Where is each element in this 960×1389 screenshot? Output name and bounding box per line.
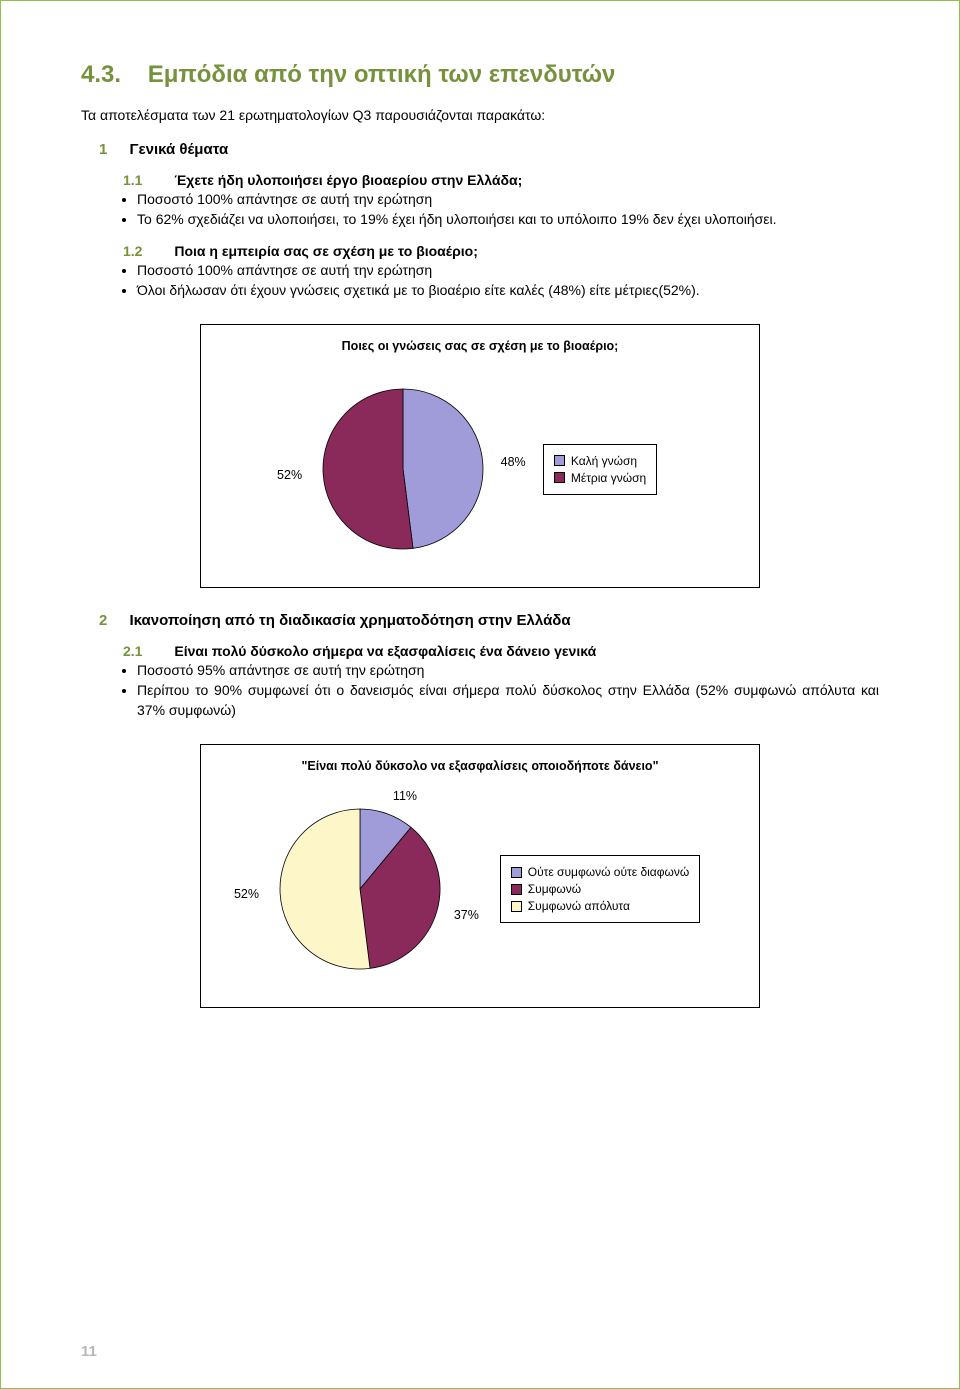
block-1-title: Γενικά θέματα (130, 141, 229, 158)
pie-svg (260, 789, 460, 989)
q1-2-heading: 1.2 Ποια η εμπειρία σας σε σχέση με το β… (123, 243, 879, 259)
q1-1-bullets: Ποσοστό 100% απάντησε σε αυτή την ερώτησ… (137, 190, 879, 229)
q1-1-title: Έχετε ήδη υλοποιήσει έργο βιοαερίου στην… (174, 172, 522, 188)
page: 4.3. Εμπόδια από την οπτική των επενδυτώ… (0, 0, 960, 1389)
chart-2-pie: 11%37%52% (260, 789, 460, 989)
chart-2-legend: Ούτε συμφωνώ ούτε διαφωνώ Συμφωνώ Συμφωνώ … (500, 855, 701, 923)
block-1-idx: 1 (99, 141, 107, 158)
q1-1-idx: 1.1 (123, 172, 142, 188)
page-number: 11 (81, 1343, 97, 1360)
q1-1-heading: 1.1 Έχετε ήδη υλοποιήσει έργο βιοαερίου … (123, 172, 879, 188)
chart-1: Ποιες οι γνώσεις σας σε σχέση με το βιοα… (200, 324, 760, 588)
chart-1-title: Ποιες οι γνώσεις σας σε σχέση με το βιοα… (219, 339, 741, 353)
intro-text: Τα αποτελέσματα των 21 ερωτηματολογίων Q… (81, 107, 879, 123)
chart-1-pie: 48%52% (303, 369, 503, 569)
legend-item: Καλή γνώση (554, 454, 646, 468)
chart-2-row: 11%37%52% Ούτε συμφωνώ ούτε διαφωνώΣυμφω… (219, 789, 741, 989)
section-heading: 4.3. Εμπόδια από την οπτική των επενδυτώ… (81, 61, 879, 89)
q2-1-idx: 2.1 (123, 643, 142, 659)
block-1-heading: 1 Γενικά θέματα (99, 141, 879, 158)
pie-data-label: 48% (501, 455, 526, 469)
list-item: Ποσοστό 100% απάντησε σε αυτή την ερώτησ… (137, 190, 879, 210)
chart-2: "Είναι πολύ δύκσολο να εξασφαλίσεις οποι… (200, 744, 760, 1008)
pie-data-label: 52% (234, 887, 259, 901)
block-2-heading: 2 Ικανοποίηση από τη διαδικασία χρηματοδ… (99, 612, 879, 629)
legend-label: Συμφωνώ απόλυτα (528, 899, 630, 913)
q2-1-title: Είναι πολύ δύσκολο σήμερα να εξασφαλίσει… (174, 643, 596, 659)
chart-1-legend: Καλή γνώση Μέτρια γνώση (543, 444, 657, 495)
chart-2-title: "Είναι πολύ δύκσολο να εξασφαλίσεις οποι… (219, 759, 741, 773)
chart-1-row: 48%52% Καλή γνώσηΜέτρια γνώση (219, 369, 741, 569)
legend-swatch (511, 884, 522, 895)
legend-label: Καλή γνώση (571, 454, 637, 468)
q2-1-bullets: Ποσοστό 95% απάντησε σε αυτή την ερώτηση… (137, 661, 879, 720)
block-2: 2 Ικανοποίηση από τη διαδικασία χρηματοδ… (99, 612, 879, 720)
pie-slice (403, 389, 483, 548)
list-item: Ποσοστό 100% απάντησε σε αυτή την ερώτησ… (137, 261, 879, 281)
legend-swatch (511, 867, 522, 878)
pie-slice (280, 809, 370, 969)
legend-swatch (554, 455, 565, 466)
pie-svg (303, 369, 503, 569)
section-title: Εμπόδια από την οπτική των επενδυτών (148, 61, 616, 88)
legend-label: Συμφωνώ (528, 882, 581, 896)
block-2-idx: 2 (99, 612, 107, 629)
list-item: Ποσοστό 95% απάντησε σε αυτή την ερώτηση (137, 661, 879, 681)
legend-item: Μέτρια γνώση (554, 471, 646, 485)
list-item: Το 62% σχεδιάζει να υλοποιήσει, το 19% έ… (137, 210, 879, 230)
pie-data-label: 52% (277, 468, 302, 482)
legend-item: Συμφωνώ (511, 882, 690, 896)
pie-data-label: 11% (393, 789, 417, 803)
q2-1-heading: 2.1 Είναι πολύ δύσκολο σήμερα να εξασφαλ… (123, 643, 879, 659)
pie-data-label: 37% (454, 908, 479, 922)
block-2-title: Ικανοποίηση από τη διαδικασία χρηματοδότ… (130, 612, 571, 629)
legend-item: Ούτε συμφωνώ ούτε διαφωνώ (511, 865, 690, 879)
legend-item: Συμφωνώ απόλυτα (511, 899, 690, 913)
legend-swatch (554, 472, 565, 483)
block-1: 1 Γενικά θέματα 1.1 Έχετε ήδη υλοποιήσει… (99, 141, 879, 300)
pie-slice (323, 389, 413, 549)
legend-swatch (511, 901, 522, 912)
q1-2-title: Ποια η εμπειρία σας σε σχέση με το βιοαέ… (174, 243, 478, 259)
q1-2-idx: 1.2 (123, 243, 142, 259)
legend-label: Μέτρια γνώση (571, 471, 646, 485)
section-number: 4.3. (81, 61, 121, 88)
q1-2-bullets: Ποσοστό 100% απάντησε σε αυτή την ερώτησ… (137, 261, 879, 300)
list-item: Όλοι δήλωσαν ότι έχουν γνώσεις σχετικά μ… (137, 281, 879, 301)
legend-label: Ούτε συμφωνώ ούτε διαφωνώ (528, 865, 690, 879)
list-item: Περίπου το 90% συμφωνεί ότι ο δανεισμός … (137, 681, 879, 720)
